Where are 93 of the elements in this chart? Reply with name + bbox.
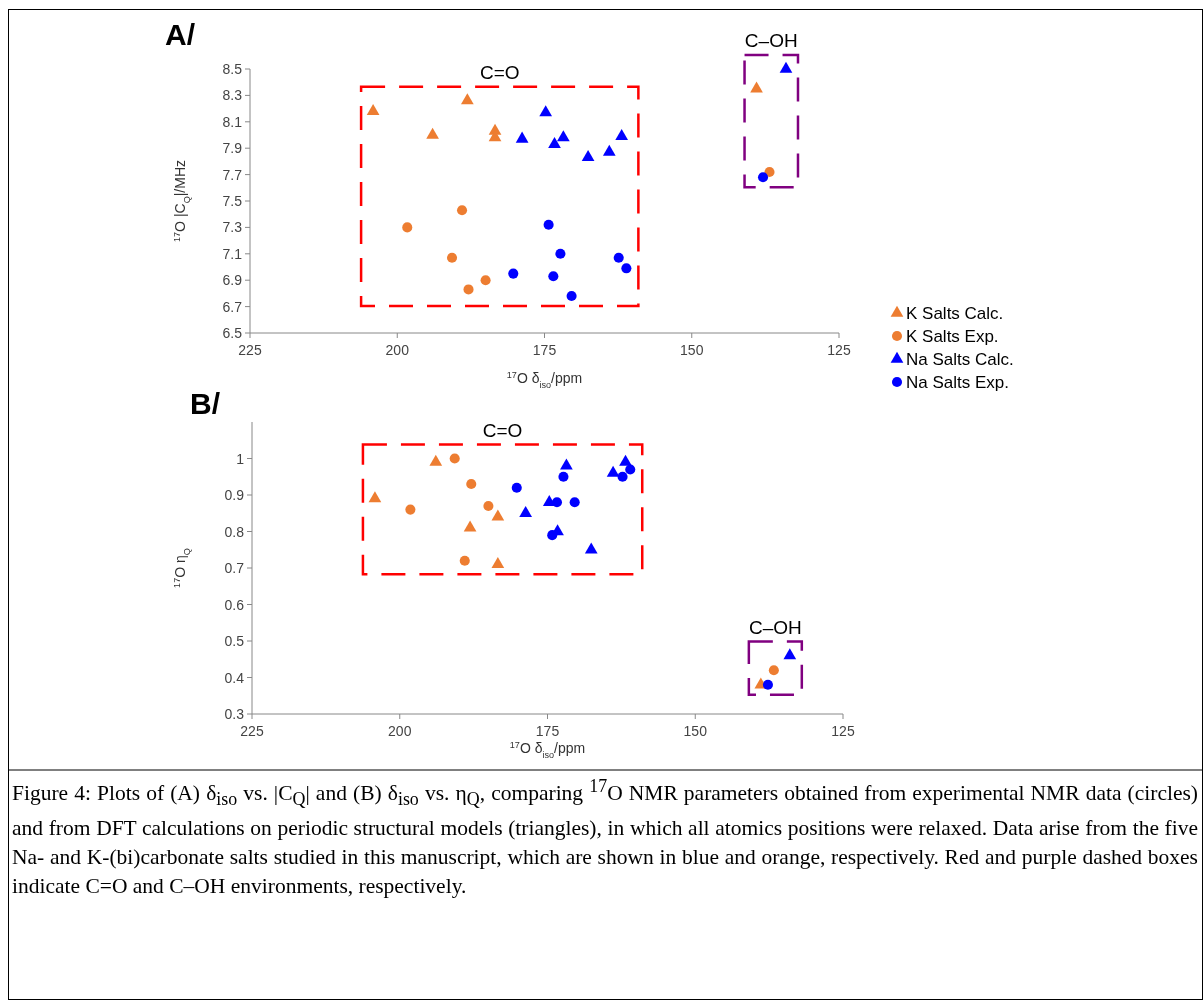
point bbox=[519, 505, 532, 517]
y-tick-label: 6.5 bbox=[222, 325, 243, 341]
y-tick-label: 0.4 bbox=[224, 669, 245, 686]
point bbox=[463, 520, 477, 532]
x-tick-label: 125 bbox=[831, 723, 855, 739]
point bbox=[581, 150, 595, 162]
y-tick-label: 0.6 bbox=[224, 596, 245, 613]
point bbox=[551, 497, 562, 508]
y-tick-label: 1 bbox=[236, 450, 245, 467]
x-tick-label: 175 bbox=[532, 342, 557, 358]
point bbox=[368, 491, 382, 503]
point bbox=[429, 454, 443, 466]
point bbox=[456, 205, 468, 216]
point bbox=[483, 500, 494, 511]
point bbox=[426, 127, 439, 139]
y-tick-label: 7.1 bbox=[222, 245, 243, 262]
point bbox=[750, 81, 763, 93]
point bbox=[783, 648, 797, 660]
point bbox=[555, 248, 566, 259]
legend-label: K Salts Calc. bbox=[906, 304, 1004, 323]
y-tick-label: 6.9 bbox=[222, 272, 243, 289]
point bbox=[449, 453, 460, 464]
point bbox=[548, 136, 561, 148]
point bbox=[762, 679, 773, 690]
point bbox=[466, 479, 477, 490]
point bbox=[508, 268, 519, 279]
point bbox=[491, 509, 505, 521]
point bbox=[556, 130, 570, 142]
point bbox=[547, 530, 558, 541]
text: C–OH bbox=[744, 30, 798, 51]
x-tick-label: 175 bbox=[535, 723, 560, 739]
y-tick-label: 0.3 bbox=[224, 706, 245, 722]
y-tick-label: 0.9 bbox=[224, 487, 245, 503]
annotation: C–OH bbox=[748, 616, 802, 638]
x-tick-label: 200 bbox=[385, 342, 410, 358]
annotation: C=O bbox=[482, 419, 523, 441]
point bbox=[613, 252, 624, 263]
y-tick-label: 6.7 bbox=[222, 298, 243, 315]
point bbox=[548, 271, 559, 282]
point bbox=[543, 219, 554, 230]
point bbox=[757, 172, 769, 183]
text: Figure 4: Plots of (A) δ$_{iso}$ vs. |C$_{Q}$| and (B) δ$_{iso}$ vs. η$_{Q}$, comparing $^{17}$O NMR parameters obtained from experimental NMR data (circles) and from DFT calculations on periodic structural models (triangles), in which all atomics positions were relaxed. Data arise from the five Na- and K-(bi)carbonate salts studied in this manuscript, which are shown in blue and orange, respectively. Red and purple dashed boxes indicate C=O and C–OH environments, respectively. bbox=[12, 776, 1199, 899]
point bbox=[463, 284, 474, 295]
x-tick-label: 225 bbox=[238, 342, 262, 358]
point bbox=[602, 144, 616, 156]
point bbox=[366, 103, 380, 115]
x-tick-label: 150 bbox=[680, 342, 704, 358]
chart-title: A/ bbox=[165, 18, 196, 51]
point bbox=[617, 471, 628, 482]
legend-label: Na Salts Calc. bbox=[906, 350, 1014, 369]
point bbox=[569, 497, 580, 508]
point bbox=[459, 555, 470, 566]
point bbox=[619, 454, 632, 466]
point bbox=[558, 471, 569, 482]
x-axis-title: $^{17}$O δ$_{iso}$/ppm bbox=[509, 740, 586, 760]
point bbox=[405, 504, 416, 515]
x-tick-label: 125 bbox=[827, 342, 851, 358]
point bbox=[515, 131, 529, 143]
point bbox=[584, 542, 598, 554]
x-tick-label: 225 bbox=[240, 723, 264, 739]
point bbox=[460, 93, 474, 105]
y-tick-label: 7.3 bbox=[222, 219, 243, 236]
legend-label: K Salts Exp. bbox=[906, 327, 999, 346]
point bbox=[625, 464, 636, 475]
point bbox=[621, 263, 632, 274]
y-tick-label: 8.5 bbox=[222, 61, 243, 77]
y-tick-label: 0.7 bbox=[224, 560, 245, 576]
point bbox=[560, 458, 573, 470]
y-tick-label: 8.1 bbox=[222, 113, 243, 130]
x-tick-label: 200 bbox=[388, 723, 412, 739]
point bbox=[491, 557, 505, 569]
point bbox=[539, 105, 553, 117]
point bbox=[764, 166, 775, 177]
y-tick-label: 8.3 bbox=[222, 87, 243, 104]
chart-title: B/ bbox=[190, 387, 221, 420]
y-tick-label: 7.5 bbox=[222, 193, 243, 209]
point bbox=[446, 252, 458, 263]
x-tick-label: 150 bbox=[683, 723, 708, 739]
point bbox=[606, 465, 620, 477]
annotation: C=O bbox=[479, 61, 520, 83]
point bbox=[768, 665, 779, 676]
y-tick-label: 0.8 bbox=[224, 523, 245, 540]
point bbox=[511, 482, 522, 493]
legend-label: Na Salts Exp. bbox=[906, 373, 1009, 392]
point bbox=[566, 291, 577, 302]
point bbox=[480, 275, 491, 286]
point bbox=[615, 128, 629, 140]
point bbox=[402, 222, 413, 233]
x-axis-title: $^{17}$O δ$_{iso}$/ppm bbox=[506, 370, 583, 390]
point bbox=[779, 61, 793, 73]
y-tick-label: 7.7 bbox=[222, 166, 243, 183]
y-tick-label: 0.5 bbox=[224, 633, 245, 649]
y-tick-label: 7.9 bbox=[222, 140, 243, 157]
